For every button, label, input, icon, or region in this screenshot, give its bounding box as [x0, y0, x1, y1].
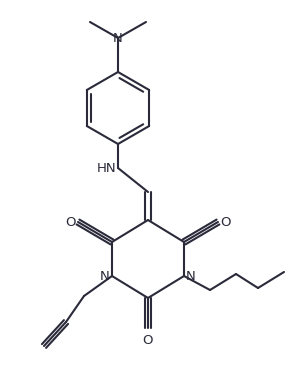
- Text: HN: HN: [96, 161, 116, 174]
- Text: N: N: [186, 270, 196, 283]
- Text: N: N: [113, 32, 123, 45]
- Text: O: O: [221, 216, 231, 229]
- Text: O: O: [65, 216, 75, 229]
- Text: N: N: [100, 270, 110, 283]
- Text: O: O: [143, 333, 153, 347]
